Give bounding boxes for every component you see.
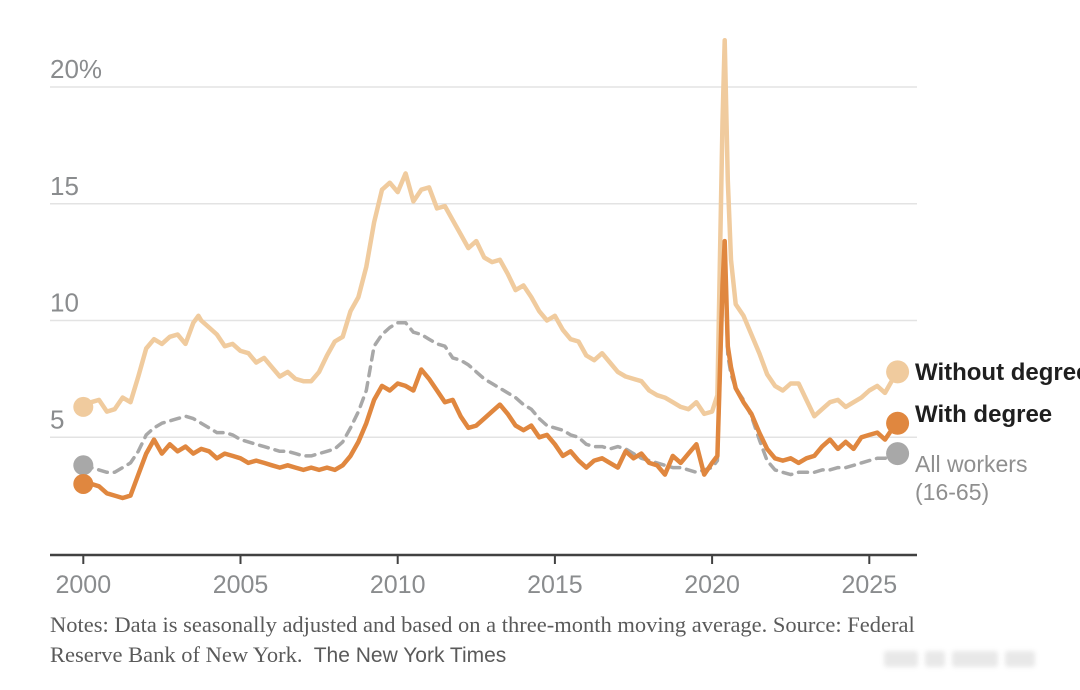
chart-notes: Notes: Data is seasonally adjusted and b… [50, 610, 955, 670]
legend-label-with-degree: With degree [915, 401, 1053, 428]
series-start-dot-all-workers [73, 455, 94, 476]
x-axis-label-2010: 2010 [370, 571, 426, 599]
series-start-dot-with-degree [73, 473, 94, 494]
series-end-dot-all-workers [886, 442, 910, 466]
series-end-dot-with-degree [886, 411, 910, 435]
y-axis-label-20: 20% [50, 54, 102, 84]
chart-plot-area: 20% 15 10 5 2000 2005 2010 2015 2020 2025 [50, 38, 917, 599]
x-axis-label-2020: 2020 [684, 571, 740, 599]
y-axis-label-15: 15 [50, 171, 79, 201]
series-line-with-degree [81, 238, 900, 501]
x-axis-label-2015: 2015 [527, 571, 583, 599]
series-start-dot-without-degree [73, 396, 94, 417]
y-axis-label-10: 10 [50, 288, 79, 318]
source-credit: The New York Times [313, 643, 507, 667]
series-line-without-degree [81, 38, 900, 419]
series-end-dot-without-degree [886, 360, 910, 384]
x-axis-label-2025: 2025 [841, 571, 897, 599]
legend-label-without-degree: Without degree [915, 359, 1080, 386]
x-axis-label-2000: 2000 [55, 571, 111, 599]
x-axis-label-2005: 2005 [213, 571, 269, 599]
notes-text: Notes: Data is seasonally adjusted and b… [50, 612, 915, 667]
series-line-all-workers [81, 251, 900, 477]
y-axis-label-5: 5 [50, 404, 64, 434]
watermark [884, 642, 1064, 676]
legend-label-all-workers: All workers (16-65) [915, 451, 1028, 506]
